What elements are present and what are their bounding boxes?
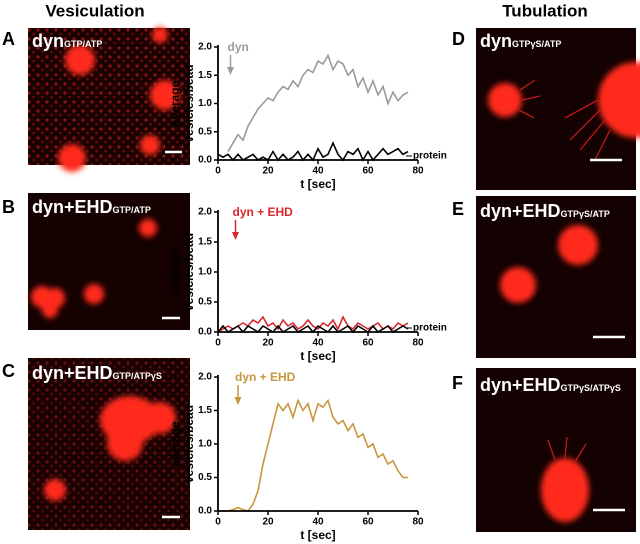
panel-letter: E xyxy=(452,199,464,219)
series-label: dyn + EHD xyxy=(233,205,294,219)
x-axis-label: t [sec] xyxy=(300,177,335,191)
micrograph xyxy=(28,27,190,172)
micrograph xyxy=(476,368,636,532)
panel-name: dyn+EHD xyxy=(32,197,113,217)
heading: Vesiculation xyxy=(45,1,144,20)
x-tick-label: 80 xyxy=(412,338,424,349)
series-label: protein xyxy=(413,323,447,334)
arrow-head xyxy=(227,67,234,75)
x-tick-label: 40 xyxy=(312,166,324,177)
panel-condition: GTPγS/ATP xyxy=(561,209,610,219)
panel-condition: GTP/ATPγS xyxy=(113,371,162,381)
panel-condition: GTP/ATP xyxy=(113,205,151,215)
x-tick-label: 60 xyxy=(362,517,374,528)
arrow-head xyxy=(232,232,239,240)
panel-letter: B xyxy=(2,197,15,217)
micrograph xyxy=(476,28,640,190)
panel-title: dynGTPγS/ATP xyxy=(480,31,561,51)
panel-condition: GTPγS/ATP xyxy=(512,39,561,49)
y-tick-label: 0.0 xyxy=(198,506,212,517)
y-axis-label: average xyxy=(168,80,182,126)
y-tick-label: 1.0 xyxy=(198,439,212,450)
panel-title: dyn+EHDGTP/ATP xyxy=(32,197,151,217)
y-tick-label: 0.5 xyxy=(198,126,212,137)
x-tick-label: 20 xyxy=(262,338,274,349)
series-line xyxy=(217,141,409,162)
panel-name: dyn xyxy=(32,31,64,51)
panel-name: dyn+EHD xyxy=(32,363,113,383)
y-tick-label: 1.0 xyxy=(198,98,212,109)
x-tick-label: 60 xyxy=(362,166,374,177)
panel-letter: C xyxy=(2,361,15,381)
panel-letter: A xyxy=(2,29,15,49)
x-tick-label: 40 xyxy=(312,517,324,528)
y-tick-label: 2.0 xyxy=(198,42,212,53)
y-tick-label: 1.5 xyxy=(198,70,212,81)
y-axis-label: vesicles/bead xyxy=(182,405,196,483)
x-axis-label: t [sec] xyxy=(300,349,335,363)
series-line xyxy=(218,398,408,512)
heading: Tubulation xyxy=(502,1,588,20)
x-tick-label: 60 xyxy=(362,338,374,349)
micrograph xyxy=(476,196,636,358)
panel-name: dyn+EHD xyxy=(480,375,561,395)
y-axis-label: average xyxy=(168,249,182,295)
panel-title: dyn+EHDGTP/ATPγS xyxy=(32,363,162,383)
x-tick-label: 80 xyxy=(412,166,424,177)
x-tick-label: 20 xyxy=(262,517,274,528)
panel-letter: F xyxy=(452,373,463,393)
panel-condition: GTPγS/ATPγS xyxy=(561,383,621,393)
panel-title: dyn+EHDGTPγS/ATPγS xyxy=(480,375,621,395)
y-tick-label: 1.0 xyxy=(198,267,212,278)
x-tick-label: 0 xyxy=(215,338,221,349)
y-tick-label: 1.5 xyxy=(198,405,212,416)
series-label: dyn + EHD xyxy=(235,370,296,384)
y-axis-label: vesicles/bead xyxy=(182,233,196,311)
panel-name: dyn+EHD xyxy=(480,201,561,221)
y-tick-label: 1.5 xyxy=(198,237,212,248)
panel-title: dyn+EHDGTPγS/ATP xyxy=(480,201,610,221)
x-tick-label: 80 xyxy=(412,517,424,528)
series-line xyxy=(227,53,409,152)
panel-letter: D xyxy=(452,29,465,49)
y-axis-label: vesicles/bead xyxy=(182,64,196,142)
y-tick-label: 2.0 xyxy=(198,207,212,218)
y-tick-label: 0.0 xyxy=(198,155,212,166)
x-tick-label: 40 xyxy=(312,338,324,349)
panel-condition: GTP/ATP xyxy=(64,39,102,49)
y-tick-label: 0.0 xyxy=(198,327,212,338)
panel-title: dynGTP/ATP xyxy=(32,31,102,51)
series-line xyxy=(217,315,409,333)
y-tick-label: 2.0 xyxy=(198,372,212,383)
x-tick-label: 0 xyxy=(215,517,221,528)
y-tick-label: 0.5 xyxy=(198,472,212,483)
y-axis-label: average xyxy=(168,421,182,467)
y-tick-label: 0.5 xyxy=(198,297,212,308)
series-label: dyn xyxy=(228,40,249,54)
x-tick-label: 20 xyxy=(262,166,274,177)
micrograph xyxy=(28,358,190,530)
x-axis-label: t [sec] xyxy=(300,528,335,542)
arrow-head xyxy=(234,397,242,405)
x-tick-label: 0 xyxy=(215,166,221,177)
panel-name: dyn xyxy=(480,31,512,51)
series-label: protein xyxy=(413,151,447,162)
micrograph xyxy=(28,193,190,330)
